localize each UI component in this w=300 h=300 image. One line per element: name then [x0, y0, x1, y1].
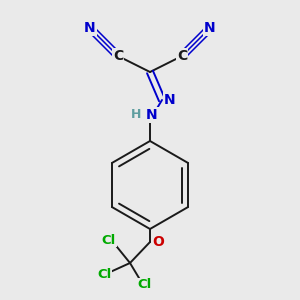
- Text: H: H: [131, 109, 141, 122]
- Text: N: N: [84, 21, 96, 35]
- Text: N: N: [204, 21, 216, 35]
- Text: Cl: Cl: [102, 233, 116, 247]
- Text: C: C: [113, 49, 123, 63]
- Text: O: O: [152, 235, 164, 249]
- Text: N: N: [146, 108, 158, 122]
- Text: N: N: [164, 93, 176, 107]
- Text: C: C: [177, 49, 187, 63]
- Text: Cl: Cl: [97, 268, 111, 281]
- Text: Cl: Cl: [137, 278, 151, 292]
